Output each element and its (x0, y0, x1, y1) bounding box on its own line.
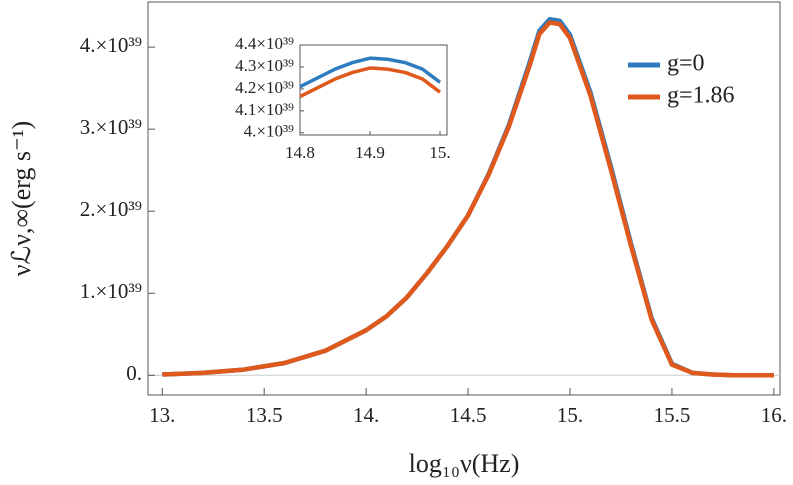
y-tick-label: 4.×10³⁹ (80, 33, 142, 57)
x-tick-label: 13.5 (246, 403, 283, 427)
series-line (299, 66, 442, 99)
legend-label: g=0 (667, 51, 705, 77)
y-tick-label: 4.3×10³⁹ (235, 56, 294, 75)
y-tick-label: 4.×10³⁹ (244, 122, 294, 141)
legend-label: g=1.86 (667, 83, 735, 109)
y-tick-label: 3.×10³⁹ (80, 115, 142, 139)
y-tick-label: 0. (126, 361, 142, 385)
y-tick-label: 4.4×10³⁹ (235, 34, 294, 53)
x-axis-label: log₁₀ν(Hz) (409, 449, 520, 478)
x-tick-label: 16. (761, 403, 787, 427)
x-tick-label: 14.5 (450, 403, 487, 427)
y-tick-label: 1.×10³⁹ (80, 279, 142, 303)
x-tick-label: 14.8 (285, 143, 315, 162)
main-plot: 0. 1.×10³⁹ 2.×10³⁹ 3.×10³⁹ 4.×10³⁹ 13. 13.5 14.… (7, 1, 787, 478)
x-tick-label: 14. (353, 403, 379, 427)
x-tick-label: 15. (557, 403, 583, 427)
y-axis-label: νℒν,∞(erg s⁻¹) (7, 121, 36, 276)
x-tick-label: 14.9 (355, 143, 385, 162)
inset-plot: 4.×10³⁹ 4.1×10³⁹ 4.2×10³⁹ 4.3×10³⁹ 4.4×10³⁹ 1… (235, 34, 451, 162)
y-tick-label: 4.2×10³⁹ (235, 78, 294, 97)
y-tick-label: 4.1×10³⁹ (235, 100, 294, 119)
plot-frame (147, 1, 781, 396)
y-tick-label: 2.×10³⁹ (80, 197, 142, 221)
series-line (299, 56, 442, 89)
x-tick-label: 13. (149, 403, 175, 427)
series-line (162, 20, 774, 378)
x-tick-label: 15.5 (654, 403, 691, 427)
x-tick-label: 15. (429, 143, 450, 162)
